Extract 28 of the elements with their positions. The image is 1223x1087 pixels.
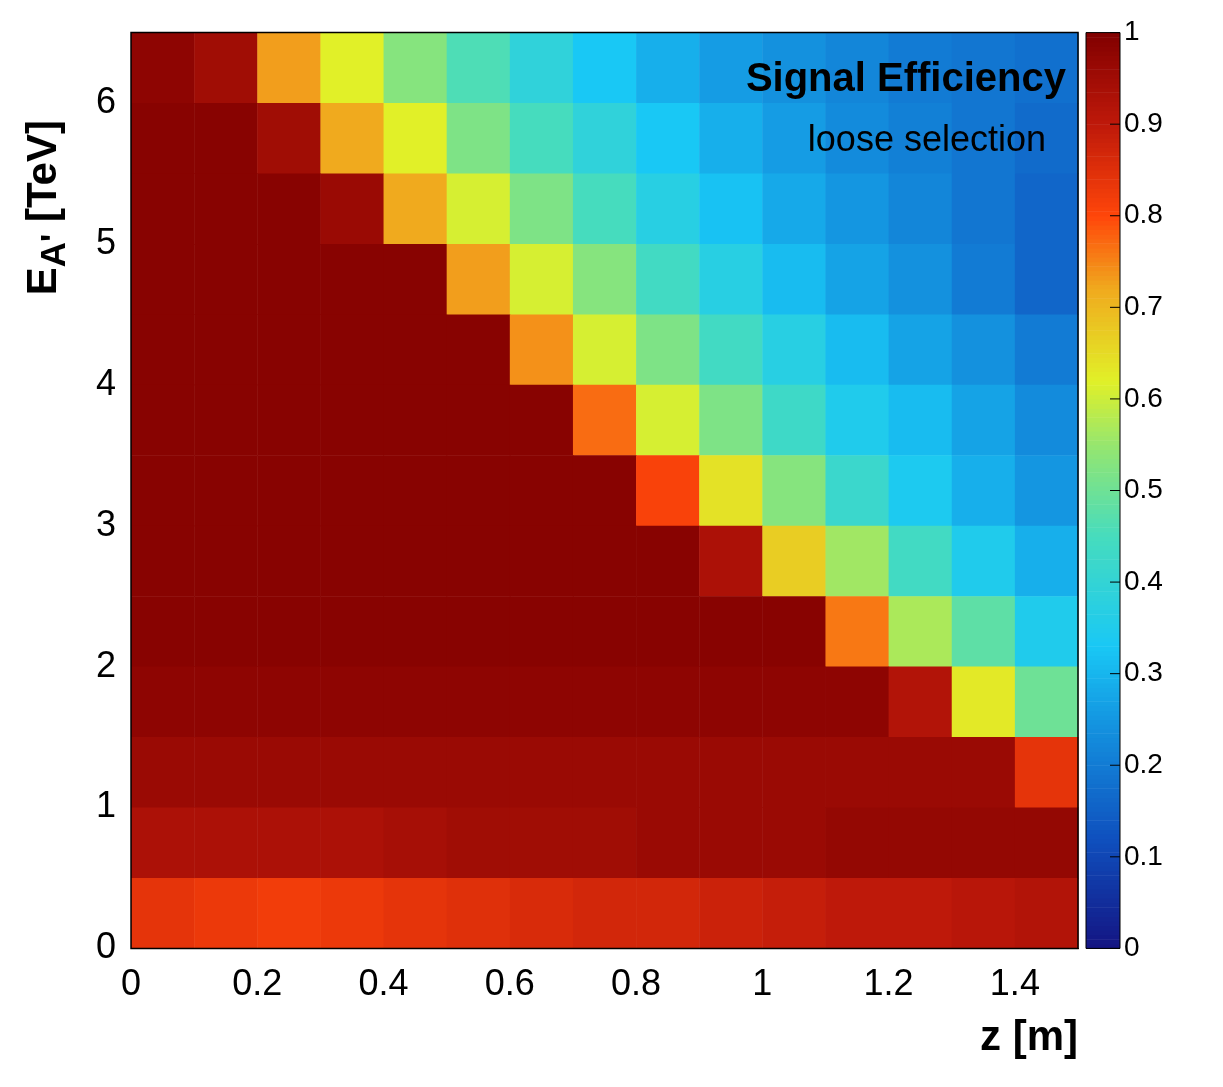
color-bar-label: 0.1 (1124, 839, 1163, 871)
y-tick-label: 4 (95, 361, 117, 403)
x-axis-title: z [m] (980, 1012, 1078, 1060)
y-tick-label: 2 (95, 643, 117, 685)
color-bar-label: 0.6 (1124, 381, 1163, 413)
y-tick-label: 0 (95, 925, 117, 967)
y-tick-label: 1 (95, 784, 117, 826)
color-bar-label: 0.2 (1124, 747, 1163, 779)
text: loose selection (807, 117, 1046, 159)
x-tick-label: 0.4 (358, 961, 409, 1003)
x-tick-label: 1.4 (989, 961, 1040, 1003)
x-tick-label: 0.8 (611, 961, 662, 1003)
text: Signal Efficiency (745, 54, 1067, 99)
x-tick-label: 0.2 (232, 961, 283, 1003)
color-bar-label: 0.7 (1124, 290, 1163, 322)
x-tick-label: 0.6 (484, 961, 535, 1003)
y-tick-label: 6 (95, 79, 117, 121)
y-tick-label: 3 (95, 502, 117, 544)
color-bar-label: 0 (1124, 931, 1140, 963)
color-bar-label: 0.3 (1124, 656, 1163, 688)
color-bar-label: 0.8 (1124, 198, 1163, 230)
color-bar-label: 1 (1124, 15, 1140, 47)
color-bar-label: 0.5 (1124, 473, 1163, 505)
color-bar-label: 0.9 (1124, 106, 1163, 138)
y-tick-label: 5 (95, 220, 117, 262)
x-tick-label: 1.2 (863, 961, 914, 1003)
x-tick-label: 1 (752, 961, 773, 1003)
color-bar-label: 0.4 (1124, 564, 1163, 596)
